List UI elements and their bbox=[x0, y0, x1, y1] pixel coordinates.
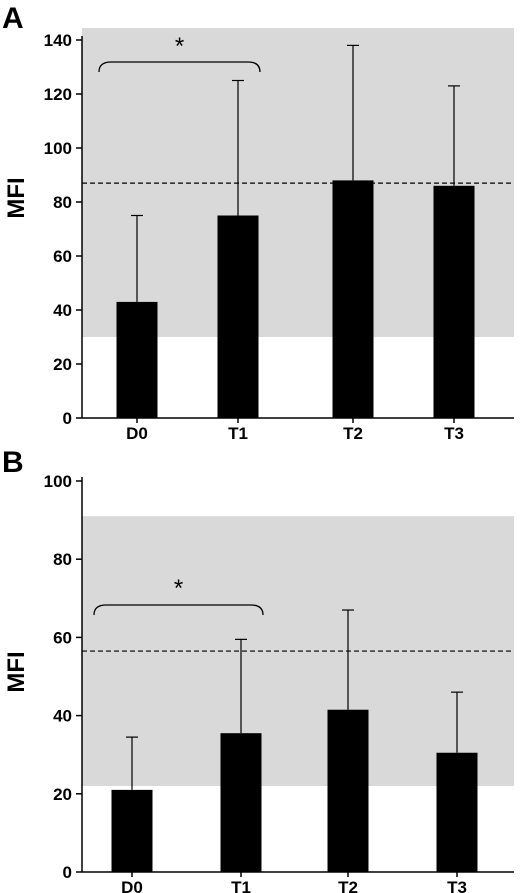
panel-b-bar-t3 bbox=[436, 752, 478, 872]
panel-b: B MFI 0 20 40 60 80 100 D0 T1 T2 T3 * bbox=[2, 446, 514, 893]
panel-a-y-tick-label: 0 bbox=[63, 409, 72, 428]
panel-a: A MFI 0 20 40 60 80 100 120 140 D0 T1 T2 T3 * bbox=[2, 2, 514, 443]
panel-b-letter: B bbox=[2, 446, 24, 479]
panel-a-y-tick-label: 120 bbox=[44, 85, 72, 104]
panel-a-y-tick-label: 140 bbox=[44, 31, 72, 50]
panel-b-x-tick-label: T1 bbox=[231, 878, 251, 893]
panel-b-y-tick-label: 60 bbox=[53, 628, 72, 647]
panel-a-y-tick-label: 60 bbox=[53, 247, 72, 266]
panel-b-y-tick-label: 20 bbox=[53, 785, 72, 804]
panel-a-x-tick-label: T1 bbox=[228, 424, 248, 443]
panel-a-significance-marker: * bbox=[175, 33, 184, 60]
panel-b-y-axis-label: MFI bbox=[3, 651, 30, 692]
panel-b-y-tick-label: 40 bbox=[53, 707, 72, 726]
panel-b-significance-bracket bbox=[93, 604, 264, 616]
panel-b-y-tick-label: 100 bbox=[44, 472, 72, 491]
panel-b-x-tick-label: T3 bbox=[447, 878, 467, 893]
panel-b-bar-t2 bbox=[327, 709, 369, 872]
panel-a-x-tick-label: T3 bbox=[444, 424, 464, 443]
panel-a-x-tick-label: T2 bbox=[343, 424, 363, 443]
panel-b-bar-t1 bbox=[220, 733, 262, 872]
panel-a-y-tick-label: 40 bbox=[53, 301, 72, 320]
panel-a-y-tick-label: 100 bbox=[44, 139, 72, 158]
panel-a-y-tick-label: 80 bbox=[53, 193, 72, 212]
panel-a-bar-d0 bbox=[116, 301, 158, 418]
panel-a-significance-bracket bbox=[98, 61, 261, 73]
panel-a-bar-t2 bbox=[332, 180, 374, 418]
panel-b-bar-d0 bbox=[111, 789, 153, 872]
panel-a-bar-t1 bbox=[217, 215, 259, 418]
panel-a-letter: A bbox=[2, 2, 24, 35]
panel-b-y-tick-label: 80 bbox=[53, 550, 72, 569]
panel-a-y-axis-label: MFI bbox=[3, 177, 30, 218]
panel-b-x-tick-label: D0 bbox=[121, 878, 143, 893]
panel-a-x-tick-label: D0 bbox=[126, 424, 148, 443]
panel-b-significance-marker: * bbox=[174, 575, 183, 602]
panel-b-y-tick-label: 0 bbox=[63, 863, 72, 882]
panel-a-bar-t3 bbox=[433, 185, 475, 418]
panel-b-x-tick-label: T2 bbox=[338, 878, 358, 893]
panel-a-y-tick-label: 20 bbox=[53, 355, 72, 374]
